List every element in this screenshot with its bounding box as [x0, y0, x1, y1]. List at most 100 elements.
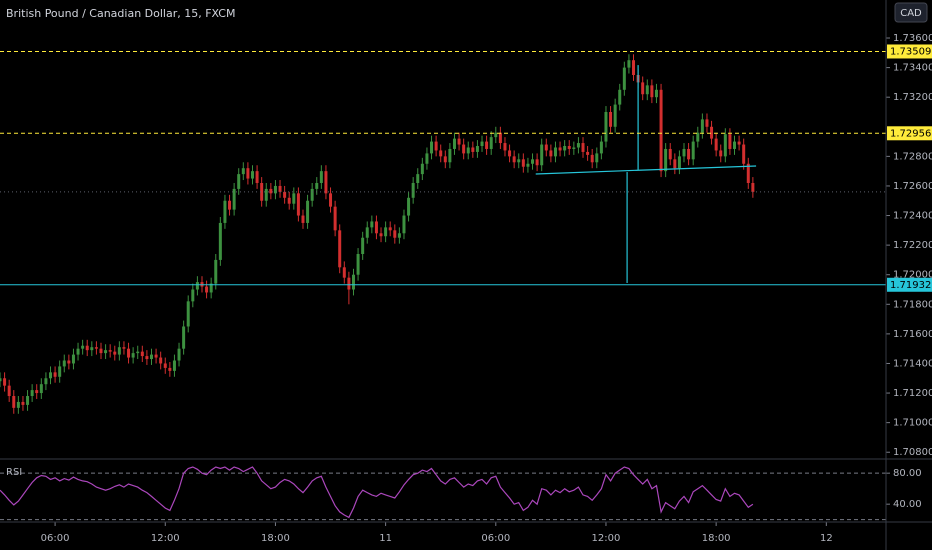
- candle-body: [356, 254, 360, 275]
- candle-body: [122, 347, 126, 349]
- x-tick-label: 11: [379, 533, 392, 544]
- candle-body: [58, 366, 62, 377]
- currency-button[interactable]: [894, 2, 928, 23]
- candle-body: [113, 351, 117, 355]
- y-tick-label: 1.71000: [893, 418, 932, 429]
- y-tick-label: 1.72400: [893, 211, 932, 222]
- candle-body: [462, 144, 466, 154]
- x-tick-label: 18:00: [261, 533, 290, 544]
- candle-body: [503, 143, 507, 151]
- candle-body: [319, 171, 323, 183]
- candle-body: [531, 159, 535, 164]
- candle-body: [172, 360, 176, 371]
- candle-body: [16, 401, 20, 408]
- candle-body: [700, 119, 704, 133]
- candle-body: [94, 347, 98, 349]
- y-tick-label: 1.73400: [893, 63, 932, 74]
- candle-body: [673, 159, 677, 169]
- candle-body: [127, 348, 131, 358]
- candle-body: [351, 274, 355, 290]
- candle-body: [696, 132, 700, 142]
- candle-body: [489, 137, 493, 149]
- candle-body: [177, 348, 181, 361]
- candle-body: [67, 360, 71, 364]
- candle-body: [443, 156, 447, 163]
- candle-body: [338, 230, 342, 268]
- candle-body: [374, 221, 378, 234]
- candle-body: [149, 354, 153, 360]
- candle-body: [402, 215, 406, 234]
- candle-body: [521, 159, 525, 167]
- candle-body: [411, 182, 415, 198]
- candle-body: [416, 174, 420, 183]
- price-label: 1.73509: [890, 46, 931, 57]
- price-label-box: [887, 44, 932, 59]
- candle-body: [645, 85, 649, 95]
- candle-body: [76, 348, 80, 355]
- candle-body: [310, 188, 314, 201]
- candle-body: [632, 60, 636, 76]
- candle-body: [21, 401, 25, 405]
- candle-body: [710, 126, 714, 139]
- candle-body: [44, 378, 48, 385]
- candle-body: [430, 141, 434, 154]
- candle-body: [687, 148, 691, 160]
- candle-body: [650, 85, 654, 98]
- candle-body: [425, 153, 429, 164]
- candle-body: [232, 188, 236, 210]
- candle-body: [485, 141, 489, 149]
- candle-body: [255, 171, 259, 183]
- candle-body: [508, 150, 512, 157]
- candle-body: [535, 159, 539, 166]
- candle-body: [664, 148, 668, 172]
- candle-body: [159, 357, 163, 364]
- candle-body: [136, 351, 140, 354]
- candle-body: [393, 230, 397, 238]
- y-tick-label: 1.73600: [893, 33, 932, 44]
- candle-body: [618, 89, 622, 105]
- candle-body: [494, 132, 498, 138]
- currency-label[interactable]: CAD: [900, 8, 922, 19]
- x-tick-label: 06:00: [481, 533, 510, 544]
- candle-body: [182, 326, 186, 349]
- candle-body: [205, 286, 209, 293]
- candle-body: [407, 197, 411, 216]
- candle-body: [691, 141, 695, 160]
- candle-body: [131, 353, 135, 358]
- candle-body: [140, 351, 144, 357]
- candle-body: [733, 141, 737, 149]
- candle-body: [30, 390, 34, 397]
- candle-body: [540, 144, 544, 166]
- candle-body: [714, 138, 718, 151]
- candle-body: [209, 283, 213, 293]
- candle-body: [384, 227, 388, 237]
- candle-body: [260, 182, 264, 201]
- x-tick-label: 06:00: [41, 533, 70, 544]
- candle-body: [627, 60, 631, 68]
- y-tick-label: 1.71200: [893, 388, 932, 399]
- candle-body: [237, 174, 241, 189]
- rsi-line: [0, 466, 754, 519]
- y-tick-label: 1.70800: [893, 447, 932, 458]
- candle-body: [117, 347, 121, 355]
- candle-body: [333, 206, 337, 231]
- candle-body: [622, 67, 626, 90]
- candle-body: [62, 360, 66, 367]
- price-label: 1.71932: [890, 280, 931, 291]
- candle-body: [517, 159, 521, 163]
- candle-body: [292, 193, 296, 204]
- y-tick-label: 1.72200: [893, 240, 932, 251]
- candle-body: [35, 390, 39, 394]
- candle-body: [145, 356, 149, 360]
- y-tick-label: 1.71800: [893, 299, 932, 310]
- candle-body: [723, 134, 727, 157]
- candle-body: [434, 141, 438, 151]
- y-tick-label: 1.71600: [893, 329, 932, 340]
- candle-body: [677, 156, 681, 169]
- candle-body: [250, 171, 254, 179]
- candle-body: [544, 144, 548, 151]
- x-tick-label: 18:00: [702, 533, 731, 544]
